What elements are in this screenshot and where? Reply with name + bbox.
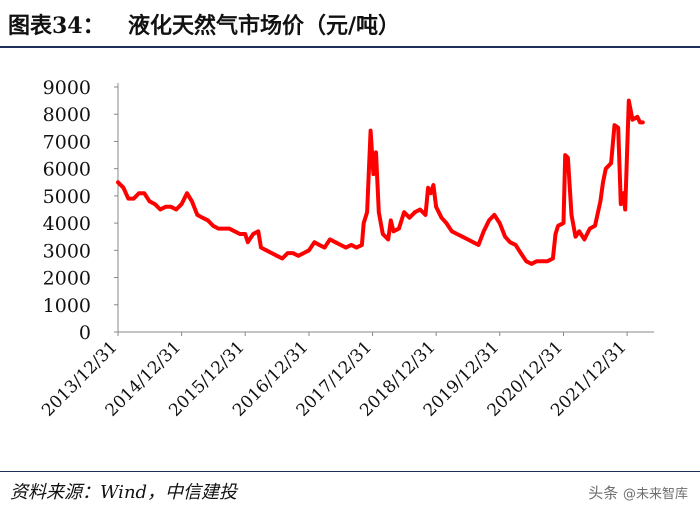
y-tick-label: 6000 xyxy=(43,159,91,181)
y-axis-ticks: 0 1000 2000 3000 4000 5000 6000 7000 8000 9000 xyxy=(43,77,118,344)
watermark-prefix: 头条 xyxy=(588,484,619,502)
y-tick-label: 0 xyxy=(79,322,91,344)
figure-title: 液化天然气市场价（元/吨） xyxy=(128,14,401,39)
y-tick-label: 3000 xyxy=(43,240,91,262)
y-tick-label: 8000 xyxy=(43,104,91,126)
y-tick-label: 7000 xyxy=(43,131,91,153)
y-tick-label: 2000 xyxy=(43,268,91,290)
footer-divider xyxy=(0,471,700,472)
y-tick-label: 4000 xyxy=(43,213,91,235)
figure-header: 图表34： 液化天然气市场价（元/吨） xyxy=(0,0,700,48)
y-tick-label: 1000 xyxy=(43,295,91,317)
source-note: 资料来源：Wind，中信建投 xyxy=(10,482,238,503)
watermark-handle: @未来智库 xyxy=(622,487,688,502)
line-chart: 0 1000 2000 3000 4000 5000 6000 7000 8000 9000 20… xyxy=(38,77,654,421)
watermark: 头条 @未来智库 xyxy=(588,482,688,503)
x-axis-ticks: 2013/12/312014/12/312015/12/312016/12/31… xyxy=(38,332,631,421)
y-tick-label: 5000 xyxy=(43,186,91,208)
chart-axes xyxy=(117,83,654,333)
y-tick-label: 9000 xyxy=(43,77,91,99)
figure-label: 图表34： xyxy=(8,13,105,39)
series-layer xyxy=(116,98,645,266)
lng-price-line xyxy=(116,98,645,266)
